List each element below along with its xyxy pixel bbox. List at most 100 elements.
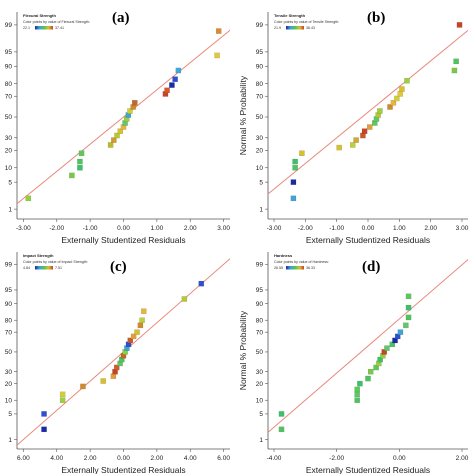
legend-min: 22.1	[23, 26, 30, 30]
y-axis-label: Normal % Probability	[238, 75, 248, 155]
data-point	[100, 378, 106, 384]
legend-subtitle: Color points by value of Flexural Streng…	[23, 20, 90, 24]
data-point	[169, 82, 175, 88]
data-point	[111, 137, 117, 143]
data-point	[403, 322, 409, 329]
data-point	[59, 397, 66, 403]
data-point	[290, 179, 297, 185]
y-tick-label: 20	[256, 381, 264, 388]
reference-line	[268, 258, 468, 434]
panel-d: (d) 1 5 10 20 30 50 70 80 90 95 99 -4.00 -2.00 0.00 2.…	[238, 252, 469, 474]
data-point	[77, 165, 83, 171]
data-point	[198, 280, 205, 287]
legend-max: 36.43	[306, 26, 315, 30]
y-tick-label: 30	[256, 369, 264, 376]
data-point	[377, 108, 383, 114]
data-point	[365, 375, 371, 382]
y-tick-label: 10	[5, 397, 13, 404]
x-tick-label: 3.00	[217, 225, 230, 232]
data-point	[69, 172, 75, 179]
data-point	[354, 391, 360, 398]
data-points	[41, 280, 205, 433]
data-point	[139, 317, 145, 323]
y-tick-label: 20	[5, 381, 13, 388]
data-point	[214, 52, 220, 59]
y-tick-label: 50	[256, 349, 264, 356]
y-tick-label: 99	[256, 22, 264, 29]
data-point	[127, 108, 133, 114]
data-point	[172, 76, 178, 82]
x-tick-label: 3.00	[456, 225, 469, 232]
data-point	[387, 104, 393, 110]
y-tick-label: 95	[256, 287, 264, 294]
data-point	[397, 329, 404, 335]
data-point	[367, 368, 374, 375]
x-tick-label: 6.00	[217, 455, 230, 462]
reference-line	[268, 29, 468, 195]
data-point	[278, 426, 285, 433]
data-point	[366, 124, 373, 130]
data-point	[394, 95, 400, 102]
x-tick-label: 2.00	[456, 455, 469, 462]
x-tick-label: 0.00	[393, 455, 406, 462]
data-point	[381, 349, 387, 355]
x-tick-label: -2.00	[329, 455, 344, 462]
data-point	[59, 391, 66, 398]
y-tick-label: 90	[256, 301, 264, 308]
x-tick-label: 2.00	[184, 225, 197, 232]
legend-min: 21.9	[274, 26, 281, 30]
y-tick-label: 80	[5, 317, 13, 324]
legend-subtitle: Color points by value of Impact Strength…	[23, 260, 88, 264]
data-points	[290, 22, 463, 202]
x-axis-label: Externally Studentized Residuals	[306, 465, 430, 474]
legend-color-bar	[35, 266, 53, 270]
x-tick-label: -3.00	[267, 225, 282, 232]
legend-title: Hardness	[274, 253, 293, 258]
x-tick-label: -3.00	[16, 225, 31, 232]
x-tick-label: 0.00	[117, 455, 130, 462]
y-tick-label: 20	[256, 148, 264, 155]
y-tick-label: 99	[256, 261, 264, 268]
x-tick-label: -2.00	[298, 225, 313, 232]
data-points	[278, 293, 412, 433]
y-tick-label: 80	[256, 81, 264, 88]
legend-title: Flexural Strength	[23, 13, 56, 18]
legend-color-bar	[286, 26, 304, 30]
y-tick-label: 30	[256, 135, 264, 142]
y-tick-label: 1	[259, 437, 263, 444]
x-axis-label: Externally Studentized Residuals	[306, 235, 430, 245]
data-point	[164, 87, 170, 94]
data-point	[357, 380, 363, 387]
data-point	[290, 195, 297, 202]
x-tick-label: 2.00	[424, 225, 437, 232]
y-tick-label: 70	[5, 329, 13, 336]
data-point	[80, 383, 86, 390]
y-tick-label: 70	[256, 93, 264, 100]
data-point	[77, 158, 83, 165]
data-point	[373, 364, 379, 371]
legend-max: 37.41	[55, 26, 64, 30]
legend-subtitle: Color points by value of Hardness:	[274, 260, 329, 264]
panel-label-d: (d)	[362, 259, 380, 275]
data-point	[299, 150, 305, 157]
panel-c: (c) 1 5 10 20 30 50 70 80 90 95 99 6.00 4.00 2.00 0.00…	[5, 252, 230, 474]
x-tick-label: -2.00	[49, 225, 64, 232]
y-tick-label: 70	[5, 93, 13, 100]
data-point	[175, 67, 182, 74]
data-point	[394, 333, 401, 340]
y-tick-label: 10	[5, 165, 13, 172]
x-tick-label: 2.00	[151, 455, 164, 462]
legend-max: 7.51	[55, 266, 62, 270]
y-tick-label: 5	[259, 179, 263, 186]
legend-color-bar	[286, 266, 304, 270]
y-tick-label: 95	[5, 287, 13, 294]
legend-min: 4.84	[23, 266, 30, 270]
data-point	[405, 314, 412, 321]
data-point	[41, 426, 47, 433]
y-tick-label: 50	[5, 114, 13, 121]
data-point	[349, 142, 356, 148]
x-tick-label: -1.00	[329, 225, 344, 232]
data-point	[25, 195, 32, 202]
y-tick-label: 99	[5, 261, 13, 268]
data-point	[390, 100, 397, 106]
